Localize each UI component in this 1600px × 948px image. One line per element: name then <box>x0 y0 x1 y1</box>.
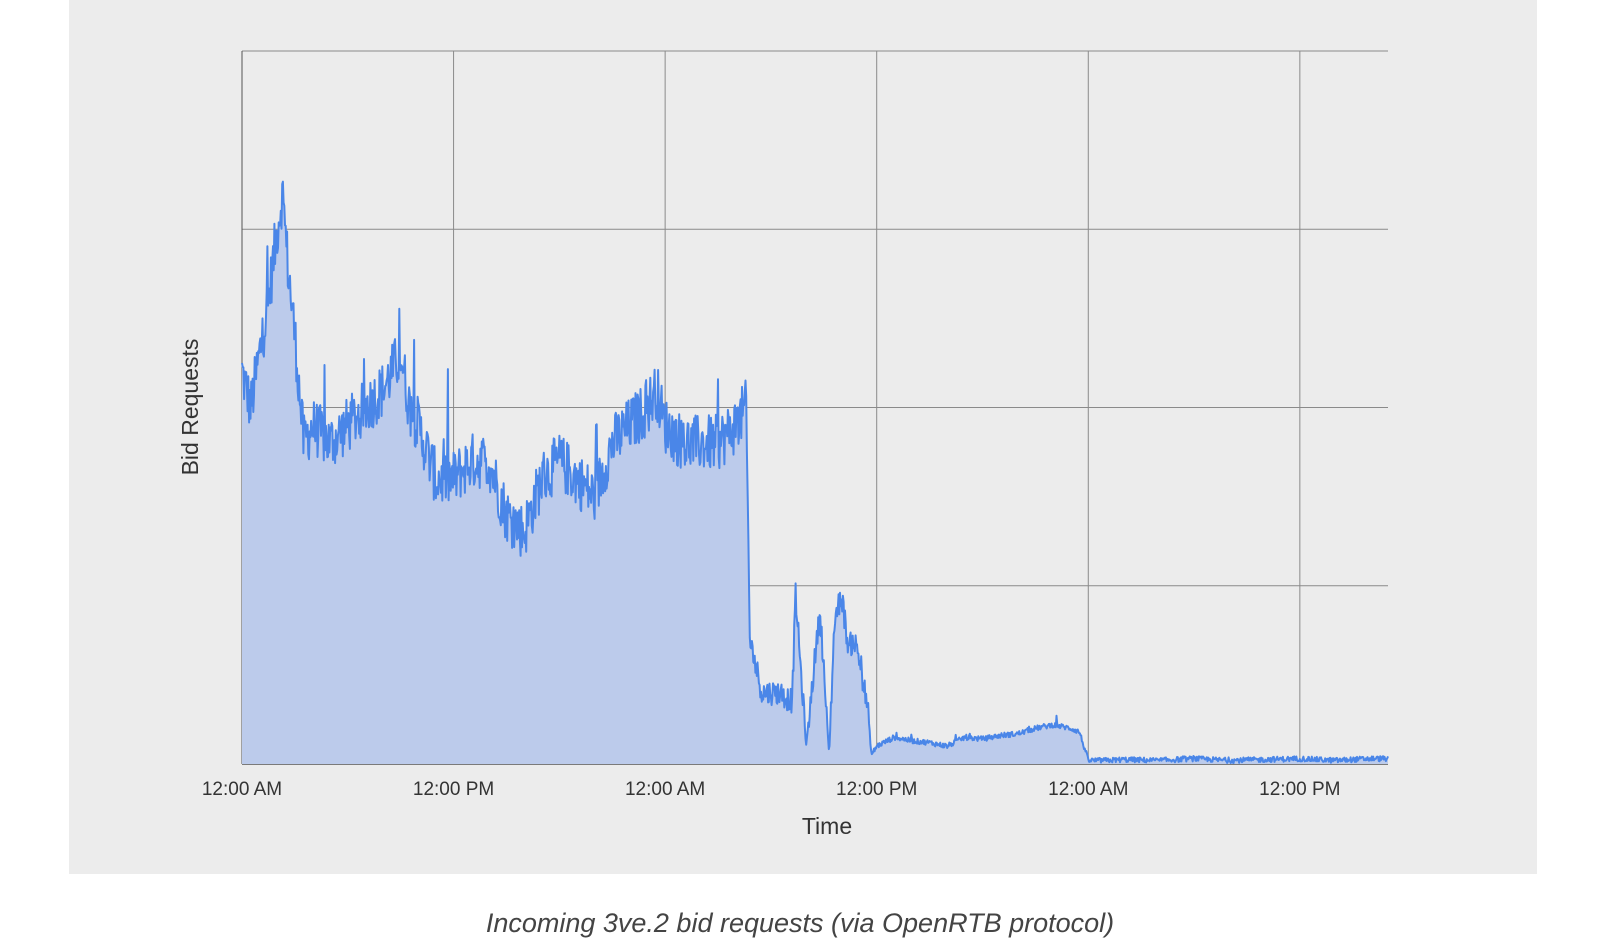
x-tick-label: 12:00 PM <box>836 779 917 800</box>
x-tick-label: 12:00 AM <box>202 779 282 800</box>
x-axis-title: Time <box>802 813 852 839</box>
x-tick-label: 12:00 PM <box>1259 779 1340 800</box>
grid <box>241 50 1388 765</box>
series-area-fill <box>242 181 1388 765</box>
x-tick-label: 12:00 AM <box>625 779 705 800</box>
series-line <box>241 180 1389 764</box>
x-tick-label: 12:00 PM <box>413 779 494 800</box>
y-axis-title: Bid Requests <box>177 339 203 476</box>
x-tick-label: 12:00 AM <box>1048 779 1128 800</box>
x-axis-ticks: 12:00 AM 12:00 PM 12:00 AM 12:00 PM 12:00 AM… <box>202 779 1341 800</box>
figure-caption: Incoming 3ve.2 bid requests (via OpenRTB… <box>485 908 1115 938</box>
